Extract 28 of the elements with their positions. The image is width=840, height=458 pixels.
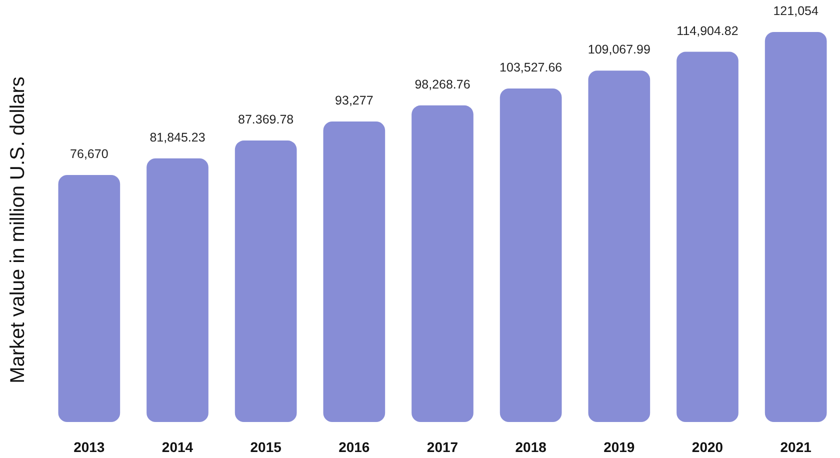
data-label: 103,527.66 <box>500 60 562 74</box>
data-label: 81,845.23 <box>150 130 206 144</box>
bar <box>412 105 474 422</box>
x-tick-label: 2013 <box>74 439 105 455</box>
data-label: 93,277 <box>335 93 374 108</box>
x-tick-label: 2017 <box>426 439 458 455</box>
bar <box>764 32 827 422</box>
data-label: 76,670 <box>70 146 108 161</box>
data-label: 114,904.82 <box>676 24 738 38</box>
y-axis-title: Market value in million U.S. dollars <box>7 76 29 384</box>
bar <box>58 174 120 422</box>
bar <box>323 121 386 422</box>
bar <box>500 88 562 422</box>
x-tick-label: 2021 <box>780 439 812 455</box>
bar <box>234 140 297 422</box>
x-tick-label: 2015 <box>250 439 282 455</box>
x-tick-label: 2016 <box>338 439 370 455</box>
data-label: 98,268.76 <box>414 77 470 92</box>
x-tick-label: 2020 <box>692 439 724 455</box>
bar <box>146 158 208 422</box>
x-tick-label: 2014 <box>162 439 194 455</box>
x-tick-label: 2018 <box>515 439 547 455</box>
x-tick-label: 2019 <box>604 439 635 455</box>
data-label: 87.369.78 <box>238 112 294 127</box>
data-label: 121,054 <box>773 4 818 18</box>
bar <box>588 70 650 422</box>
data-label: 109,067.99 <box>588 42 650 57</box>
bar <box>676 52 738 422</box>
